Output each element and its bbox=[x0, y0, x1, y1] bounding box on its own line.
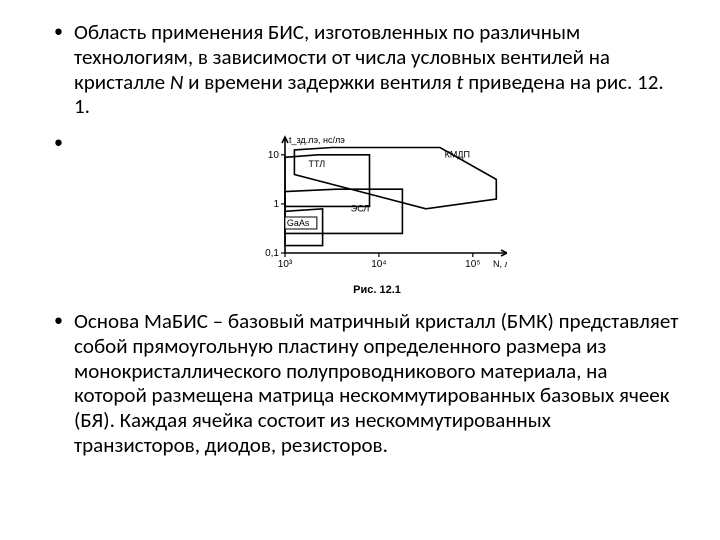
svg-text:10⁵: 10⁵ bbox=[465, 259, 480, 270]
svg-text:1: 1 bbox=[273, 199, 279, 210]
bullet-1: Область применения БИС, изготовленных по… bbox=[50, 20, 680, 119]
chart-container: 0,1 1 10 10³ 10⁴ 10⁵ t_зд.лэ, нс/лэ N, лэ КМДП ТТ… bbox=[74, 131, 680, 297]
technology-chart: 0,1 1 10 10³ 10⁴ 10⁵ t_зд.лэ, нс/лэ N, лэ КМДП ТТ… bbox=[247, 131, 507, 297]
svg-text:ЭСЛ: ЭСЛ bbox=[351, 203, 370, 213]
svg-text:10⁴: 10⁴ bbox=[371, 259, 386, 270]
p1-mid: и времени задержки вентиля bbox=[183, 69, 456, 95]
svg-text:0,1: 0,1 bbox=[265, 248, 279, 259]
svg-text:10: 10 bbox=[268, 150, 280, 161]
svg-text:t_зд.лэ, нс/лэ: t_зд.лэ, нс/лэ bbox=[289, 135, 345, 145]
svg-text:GaAs: GaAs bbox=[287, 218, 310, 228]
svg-text:Рис. 12.1: Рис. 12.1 bbox=[353, 284, 401, 296]
bullet-2-chart: 0,1 1 10 10³ 10⁴ 10⁵ t_зд.лэ, нс/лэ N, лэ КМДП ТТ… bbox=[50, 131, 680, 297]
p1-var-n: N bbox=[170, 69, 184, 95]
paragraph-1: Область применения БИС, изготовленных по… bbox=[74, 20, 680, 119]
paragraph-3: Основа МаБИС – базовый матричный кристал… bbox=[74, 309, 680, 458]
svg-text:N, лэ: N, лэ bbox=[493, 259, 507, 269]
svg-text:ТТЛ: ТТЛ bbox=[308, 159, 325, 169]
bullet-3: Основа МаБИС – базовый матричный кристал… bbox=[50, 309, 680, 458]
svg-text:10³: 10³ bbox=[278, 259, 293, 270]
svg-text:КМДП: КМДП bbox=[445, 149, 470, 159]
